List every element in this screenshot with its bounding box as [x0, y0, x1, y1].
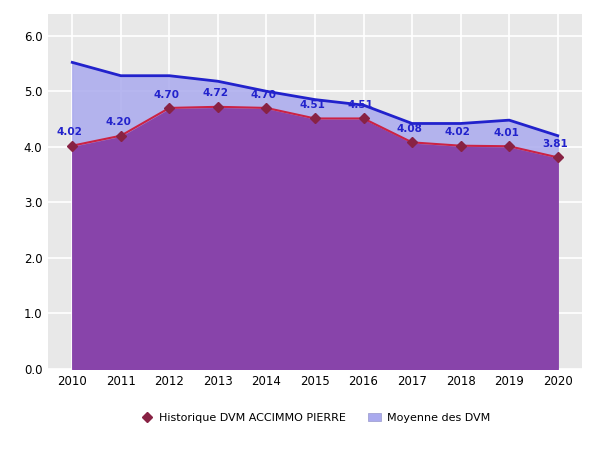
- Text: 4.51: 4.51: [348, 100, 374, 110]
- Text: 4.20: 4.20: [105, 117, 131, 127]
- Text: 3.81: 3.81: [542, 139, 568, 149]
- Text: 4.70: 4.70: [154, 90, 179, 99]
- Text: 4.08: 4.08: [397, 124, 422, 134]
- Text: 4.02: 4.02: [445, 127, 471, 137]
- Text: 4.70: 4.70: [251, 90, 277, 99]
- Text: 4.02: 4.02: [56, 127, 82, 137]
- Text: 4.51: 4.51: [299, 100, 325, 110]
- Text: 4.72: 4.72: [202, 89, 228, 99]
- Text: 4.01: 4.01: [493, 128, 520, 138]
- Legend: Historique DVM ACCIMMO PIERRE, Moyenne des DVM: Historique DVM ACCIMMO PIERRE, Moyenne d…: [136, 409, 494, 428]
